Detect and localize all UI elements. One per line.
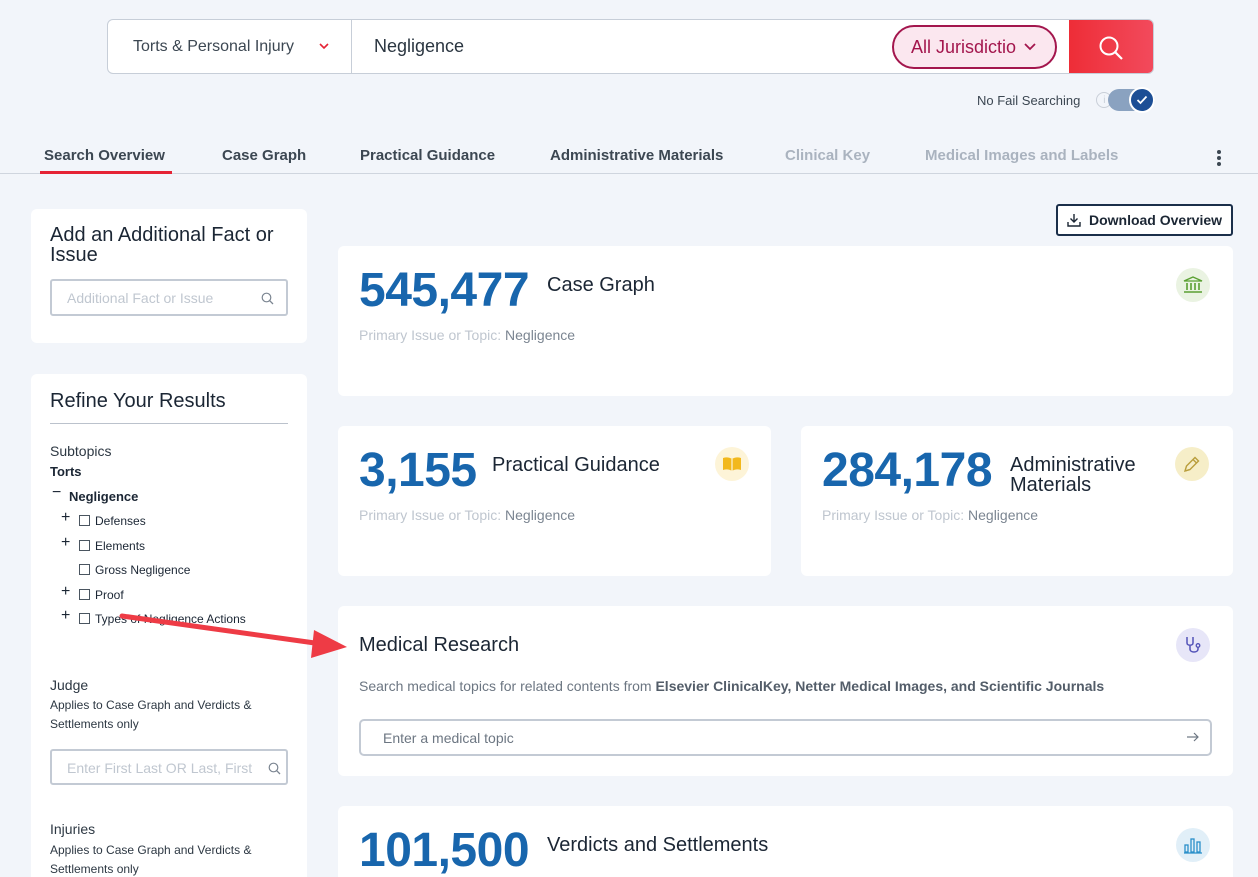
medical-topic-input[interactable]: Enter a medical topic [359,719,1212,756]
injuries-note: Applies to Case Graph and Verdicts & Set… [50,843,252,876]
search-bar: Torts & Personal Injury Negligence All J… [107,19,1154,74]
expand-icon[interactable]: + [61,534,71,551]
book-icon [715,447,749,481]
collapse-icon[interactable]: − [52,484,62,501]
search-icon [268,762,281,775]
subtopic-types[interactable]: Types of Negligence Actions [79,612,246,626]
search-icon [261,292,274,305]
search-input[interactable]: Negligence [352,20,1153,73]
negligence-label[interactable]: Negligence [69,489,139,504]
tab-bar: Search Overview Case Graph Practical Gui… [0,138,1258,174]
practical-guidance-subtitle: Primary Issue or Topic: Negligence [359,507,576,523]
subtopic-label: Proof [95,588,124,602]
practice-area-value: Torts & Personal Injury [133,37,294,55]
verdicts-settlements-count: 101,500 [359,824,530,877]
administrative-materials-title: Administrative Materials [1010,454,1136,496]
stethoscope-icon [1176,628,1210,662]
tab-administrative-materials[interactable]: Administrative Materials [550,147,724,164]
checkbox[interactable] [79,515,90,526]
divider [50,423,288,424]
medical-research-subtitle: Search medical topics for related conten… [359,678,1105,694]
practice-area-select[interactable]: Torts & Personal Injury [108,20,352,73]
subtopic-elements[interactable]: Elements [79,539,145,553]
case-graph-subtitle: Primary Issue or Topic: Negligence [359,327,576,343]
courthouse-icon [1176,268,1210,302]
medical-topic-placeholder: Enter a medical topic [383,730,514,746]
verdicts-settlements-title: Verdicts and Settlements [547,834,769,856]
administrative-materials-card[interactable]: 284,178 Administrative Materials Primary… [801,426,1233,576]
download-overview-button[interactable]: Download Overview [1056,204,1233,236]
case-graph-card[interactable]: 545,477 Case Graph Primary Issue or Topi… [338,246,1233,396]
case-graph-count: 545,477 [359,264,530,317]
additional-fact-title: Add an Additional Fact or Issue [50,224,274,266]
tab-clinical-key[interactable]: Clinical Key [785,147,871,164]
pen-icon [1175,447,1209,481]
judge-label: Judge [50,677,89,693]
jurisdiction-select[interactable]: All Jurisdictio [892,25,1057,69]
more-options-icon[interactable] [1217,150,1221,168]
no-fail-toggle[interactable] [1108,87,1155,113]
case-graph-title: Case Graph [547,274,655,296]
practical-guidance-title: Practical Guidance [492,454,660,476]
tab-medical-images[interactable]: Medical Images and Labels [925,147,1119,164]
jurisdiction-value: All Jurisdictio [911,36,1017,57]
refine-title: Refine Your Results [50,390,226,412]
additional-fact-placeholder: Additional Fact or Issue [67,290,214,306]
bar-chart-icon [1176,828,1210,862]
subtopic-proof[interactable]: Proof [79,588,124,602]
judge-note: Applies to Case Graph and Verdicts & Set… [50,698,252,731]
tab-case-graph[interactable]: Case Graph [222,147,307,164]
practical-guidance-card[interactable]: 3,155 Practical Guidance Primary Issue o… [338,426,771,576]
subtopic-label: Elements [95,539,146,553]
additional-fact-panel: Add an Additional Fact or Issue Addition… [31,209,307,343]
administrative-materials-count: 284,178 [822,444,993,497]
no-fail-label: No Fail Searching [977,92,1081,108]
administrative-materials-subtitle: Primary Issue or Topic: Negligence [822,507,1039,523]
checkbox[interactable] [79,613,90,624]
download-icon [1067,214,1081,227]
chevron-down-icon [319,43,329,50]
chevron-down-icon [1024,43,1036,51]
expand-icon[interactable]: + [61,509,71,526]
subtopic-label: Defenses [95,514,146,528]
additional-fact-input[interactable]: Additional Fact or Issue [50,279,288,316]
subtopic-gross-negligence[interactable]: Gross Negligence [79,563,190,577]
no-fail-searching: No Fail Searching i [977,92,1113,108]
download-label: Download Overview [1088,212,1223,228]
refine-results-panel: Refine Your Results Subtopics Torts − Ne… [31,374,307,877]
search-button[interactable] [1069,20,1153,73]
checkmark-icon [1129,87,1155,113]
medical-research-title: Medical Research [359,634,520,656]
tab-practical-guidance[interactable]: Practical Guidance [360,147,496,164]
verdicts-settlements-card[interactable]: 101,500 Verdicts and Settlements [338,806,1233,877]
checkbox[interactable] [79,589,90,600]
injuries-label: Injuries [50,821,96,837]
subtopic-label: Types of Negligence Actions [95,612,246,626]
arrow-right-icon[interactable] [1186,731,1200,743]
expand-icon[interactable]: + [61,583,71,600]
judge-input[interactable]: Enter First Last OR Last, First [50,749,288,785]
practical-guidance-count: 3,155 [359,444,477,497]
search-query-text: Negligence [374,36,465,56]
search-icon [1099,36,1123,60]
subtopic-defenses[interactable]: Defenses [79,514,146,528]
expand-icon[interactable]: + [61,607,71,624]
subtopic-label: Gross Negligence [95,563,191,577]
tab-search-overview[interactable]: Search Overview [40,147,172,174]
checkbox[interactable] [79,540,90,551]
judge-placeholder: Enter First Last OR Last, First [67,760,253,776]
torts-label: Torts [50,464,82,479]
checkbox[interactable] [79,564,90,575]
medical-research-card: Medical Research Search medical topics f… [338,606,1233,776]
subtopics-label: Subtopics [50,443,112,459]
